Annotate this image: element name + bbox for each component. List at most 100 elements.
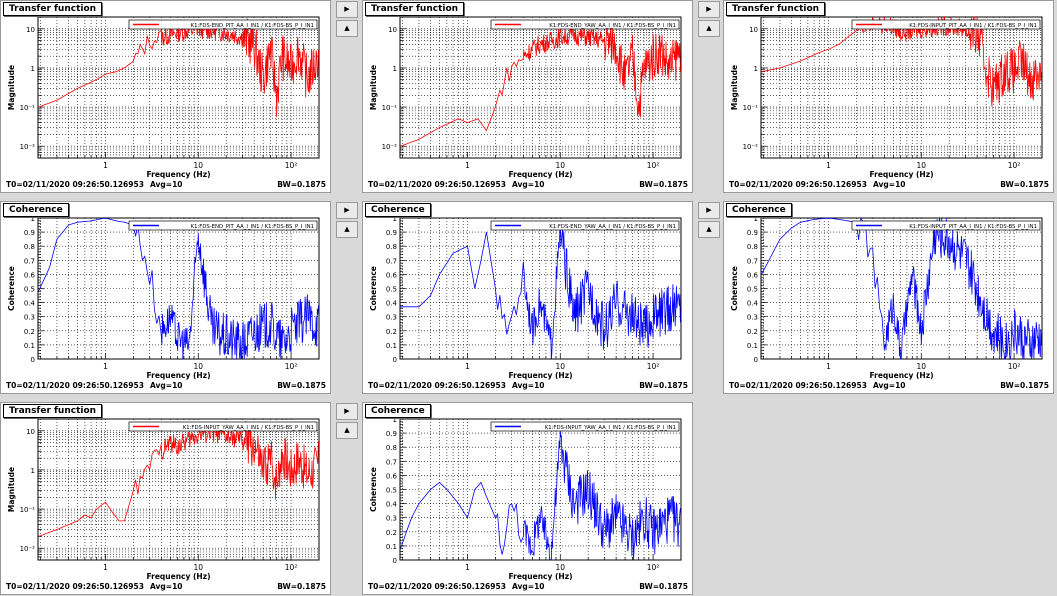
panel-title: Transfer function bbox=[3, 404, 103, 418]
panel-title: Transfer function bbox=[3, 2, 103, 16]
y-tick-label: 0.6 bbox=[386, 271, 398, 279]
footer-t0: T0=02/11/2020 09:26:50.126953 bbox=[729, 381, 867, 390]
series-line bbox=[38, 217, 319, 360]
y-tick-label: 0.5 bbox=[386, 286, 397, 294]
y-tick-label: 0.4 bbox=[747, 300, 759, 308]
x-tick-label: 10 bbox=[555, 161, 565, 170]
play-right-icon[interactable]: ▶ bbox=[336, 403, 358, 420]
footer-bw: BW=0.1875 bbox=[277, 381, 326, 390]
legend-box bbox=[490, 220, 680, 231]
footer-t0: T0=02/11/2020 09:26:50.126953 bbox=[368, 582, 506, 591]
x-tick-label: 10 bbox=[555, 362, 565, 371]
y-tick-label: 10⁻¹ bbox=[743, 104, 759, 112]
y-tick-label: 0.3 bbox=[747, 314, 758, 322]
triangle-up-icon[interactable]: ▲ bbox=[698, 20, 720, 37]
footer-bw: BW=0.1875 bbox=[1000, 381, 1049, 390]
x-axis-label: Frequency (Hz) bbox=[508, 371, 572, 380]
legend-box bbox=[128, 220, 318, 231]
footer-avg: Avg=10 bbox=[150, 381, 183, 390]
plot-panel: 1 10 10² 0 0.1 0.2 0.3 0.4 0.5 0.6 0.7 0.8 0.9 1 Frequ… bbox=[723, 201, 1054, 394]
series-line bbox=[38, 420, 319, 537]
legend-label: K1:FDS-END_YAW_AA_I_IN1 / K1:FDS-BS_P_I_… bbox=[549, 224, 676, 230]
y-tick-label: 10⁻² bbox=[382, 143, 398, 151]
legend-box bbox=[128, 421, 318, 432]
y-tick-label: 1 bbox=[31, 65, 35, 73]
legend-label: K1:FDS-INPUT_PIT_AA_I_IN1 / K1:FDS-BS_P_… bbox=[909, 23, 1037, 29]
panel-title: Transfer function bbox=[726, 2, 826, 16]
footer-bw: BW=0.1875 bbox=[1000, 180, 1049, 189]
y-tick-label: 10⁻² bbox=[743, 143, 759, 151]
y-tick-label: 0.6 bbox=[386, 472, 398, 480]
plot-svg: 1 10 10² 0 0.1 0.2 0.3 0.4 0.5 0.6 0.7 0.8 0.9 1 Frequ… bbox=[7, 215, 320, 380]
legend-box bbox=[490, 19, 680, 30]
y-tick-label: 0 bbox=[31, 356, 35, 364]
y-tick-label: 0.1 bbox=[24, 342, 35, 350]
y-tick-label: 0.4 bbox=[386, 501, 398, 509]
y-tick-label: 10 bbox=[26, 428, 35, 436]
footer-bw: BW=0.1875 bbox=[639, 582, 688, 591]
x-axis-label: Frequency (Hz) bbox=[869, 170, 933, 179]
footer-bw: BW=0.1875 bbox=[277, 180, 326, 189]
y-tick-label: 10 bbox=[26, 26, 35, 34]
footer-avg: Avg=10 bbox=[512, 180, 545, 189]
x-tick-label: 10² bbox=[647, 362, 660, 371]
x-tick-label: 10² bbox=[285, 563, 298, 572]
x-tick-label: 1 bbox=[465, 362, 470, 371]
y-tick-label: 0.9 bbox=[386, 229, 397, 237]
y-tick-label: 1 bbox=[754, 215, 758, 223]
triangle-up-icon[interactable]: ▲ bbox=[698, 221, 720, 238]
y-tick-label: 0.8 bbox=[24, 243, 35, 251]
plot-panel: 1 10 10² 0 0.1 0.2 0.3 0.4 0.5 0.6 0.7 0.8 0.9 1 Frequ… bbox=[0, 201, 331, 394]
footer-avg: Avg=10 bbox=[873, 180, 906, 189]
plot-panel: 1 10 10² 0 0.1 0.2 0.3 0.4 0.5 0.6 0.7 0.8 0.9 1 Frequ… bbox=[362, 201, 693, 394]
y-axis-label: Magnitude bbox=[7, 467, 16, 512]
y-tick-label: 0.9 bbox=[747, 229, 758, 237]
y-tick-label: 0.3 bbox=[24, 314, 35, 322]
y-tick-label: 10 bbox=[749, 26, 758, 34]
x-tick-label: 10² bbox=[285, 362, 298, 371]
panel-title: Coherence bbox=[726, 203, 792, 217]
triangle-up-icon[interactable]: ▲ bbox=[336, 20, 358, 37]
y-tick-label: 0 bbox=[393, 557, 397, 565]
y-tick-label: 0.1 bbox=[747, 342, 758, 350]
footer-t0: T0=02/11/2020 09:26:50.126953 bbox=[6, 582, 144, 591]
x-axis-label: Frequency (Hz) bbox=[508, 572, 572, 581]
y-tick-label: 0.3 bbox=[386, 314, 397, 322]
y-tick-label: 0.7 bbox=[747, 257, 758, 265]
plot-svg: 1 10 10² 0 0.1 0.2 0.3 0.4 0.5 0.6 0.7 0.8 0.9 1 Frequ… bbox=[369, 416, 682, 581]
panel-title: Transfer function bbox=[365, 2, 465, 16]
plot-svg: 1 10 10² 0 0.1 0.2 0.3 0.4 0.5 0.6 0.7 0.8 0.9 1 Frequ… bbox=[369, 215, 682, 380]
y-tick-label: 10 bbox=[388, 26, 397, 34]
triangle-up-icon[interactable]: ▲ bbox=[336, 221, 358, 238]
x-tick-label: 1 bbox=[103, 563, 108, 572]
legend-box bbox=[490, 421, 680, 432]
footer-avg: Avg=10 bbox=[512, 582, 545, 591]
y-axis-label: Magnitude bbox=[7, 65, 16, 110]
y-tick-label: 0.9 bbox=[24, 229, 35, 237]
triangle-up-icon[interactable]: ▲ bbox=[336, 422, 358, 439]
footer-avg: Avg=10 bbox=[150, 180, 183, 189]
plot-svg: 1 10 10² 0 0.1 0.2 0.3 0.4 0.5 0.6 0.7 0.8 0.9 1 Frequ… bbox=[730, 215, 1043, 380]
plot-panel: 1 10 10² 10⁻² 10⁻¹ 1 10 Frequency (Hz) Magnitude… bbox=[0, 402, 331, 595]
footer-t0: T0=02/11/2020 09:26:50.126953 bbox=[6, 381, 144, 390]
y-tick-label: 1 bbox=[393, 215, 397, 223]
plot-panel: 1 10 10² 0 0.1 0.2 0.3 0.4 0.5 0.6 0.7 0.8 0.9 1 Frequ… bbox=[362, 402, 693, 595]
play-right-icon[interactable]: ▶ bbox=[336, 1, 358, 18]
series-line bbox=[38, 18, 319, 118]
footer-t0: T0=02/11/2020 09:26:50.126953 bbox=[368, 180, 506, 189]
x-tick-label: 10 bbox=[193, 161, 203, 170]
x-tick-label: 10² bbox=[647, 563, 660, 572]
x-axis-label: Frequency (Hz) bbox=[146, 572, 210, 581]
y-tick-label: 0.7 bbox=[386, 257, 397, 265]
legend-box bbox=[851, 19, 1041, 30]
play-right-icon[interactable]: ▶ bbox=[336, 202, 358, 219]
y-tick-label: 0 bbox=[393, 356, 397, 364]
y-tick-label: 0.7 bbox=[24, 257, 35, 265]
play-right-icon[interactable]: ▶ bbox=[698, 1, 720, 18]
play-right-icon[interactable]: ▶ bbox=[698, 202, 720, 219]
y-tick-label: 0.2 bbox=[386, 328, 397, 336]
